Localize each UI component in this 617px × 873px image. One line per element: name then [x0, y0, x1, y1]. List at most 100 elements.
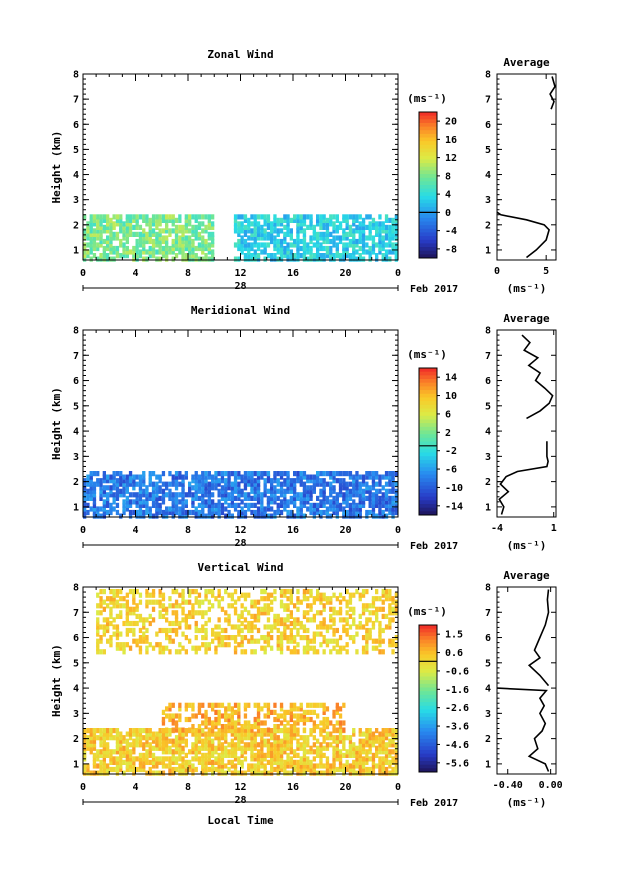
- vertical-cell: [125, 613, 129, 619]
- vertical-cell: [132, 631, 136, 637]
- meridional-cell: [168, 471, 172, 477]
- zonal-cell: [194, 256, 198, 262]
- zonal-average-ytick-label: 7: [485, 95, 491, 106]
- vertical-cell: [125, 631, 129, 637]
- meridional-cell: [142, 492, 146, 498]
- meridional-cell: [263, 478, 267, 484]
- meridional-cell: [197, 474, 202, 480]
- meridional-cell: [83, 485, 87, 491]
- vertical-cell: [128, 759, 133, 765]
- vertical-cell: [174, 727, 179, 733]
- vertical-cell: [96, 638, 100, 644]
- zonal-cell: [106, 245, 110, 252]
- zonal-cell: [174, 217, 179, 223]
- vertical-cell: [263, 713, 267, 719]
- zonal-cell: [322, 231, 326, 237]
- vertical-cell: [316, 752, 320, 758]
- meridional-cell: [260, 492, 264, 498]
- zonal-cell: [322, 253, 326, 259]
- vertical-cell: [165, 631, 169, 637]
- zonal-cell: [148, 245, 152, 252]
- zonal-cell: [266, 253, 271, 259]
- vertical-xtick-label: 20: [339, 782, 351, 793]
- meridional-colorbar-segment: [419, 419, 437, 424]
- vertical-cell: [158, 735, 162, 741]
- meridional-cell: [302, 502, 307, 508]
- vertical-cell: [250, 638, 254, 644]
- meridional-cell: [358, 481, 362, 487]
- meridional-cell: [142, 499, 146, 505]
- vertical-cell: [220, 635, 225, 641]
- zonal-cell: [270, 235, 274, 241]
- zonal-cell: [112, 224, 116, 230]
- zonal-cell: [361, 217, 366, 223]
- zonal-cell: [145, 217, 149, 223]
- zonal-cell: [358, 245, 362, 252]
- zonal-cell: [352, 217, 356, 223]
- meridional-cell: [89, 488, 93, 494]
- vertical-cell: [335, 627, 339, 634]
- meridional-cell: [266, 502, 271, 508]
- zonal-cell: [155, 231, 159, 237]
- vertical-cell: [309, 759, 313, 765]
- zonal-cell: [276, 242, 280, 248]
- vertical-cell: [96, 735, 100, 741]
- meridional-cell: [188, 492, 192, 498]
- vertical-cell: [174, 599, 179, 605]
- zonal-colorbar-segment: [419, 243, 437, 248]
- vertical-cell: [125, 738, 129, 744]
- meridional-cell: [151, 495, 156, 501]
- meridional-cell: [181, 513, 185, 519]
- meridional-cell: [194, 478, 198, 484]
- vertical-cell: [338, 756, 343, 762]
- vertical-colorbar-segment: [419, 672, 437, 677]
- vertical-cell: [102, 763, 106, 769]
- meridional-cell: [217, 488, 221, 494]
- meridional-cell: [263, 492, 267, 498]
- meridional-cell: [279, 471, 284, 477]
- vertical-cell: [250, 738, 254, 744]
- meridional-cell: [329, 471, 333, 477]
- vertical-cell: [227, 642, 231, 648]
- vertical-cell: [178, 770, 182, 776]
- vertical-cell: [211, 631, 215, 637]
- meridional-cell: [194, 492, 198, 498]
- zonal-cell: [342, 228, 346, 234]
- vertical-cell: [345, 617, 349, 623]
- vertical-cell: [279, 728, 284, 734]
- zonal-cell: [322, 224, 326, 230]
- zonal-cell: [204, 242, 208, 248]
- vertical-cell: [181, 599, 185, 605]
- meridional-cell: [96, 471, 100, 477]
- vertical-cell: [102, 599, 106, 605]
- zonal-ytick-label: 4: [73, 170, 79, 181]
- vertical-cell: [174, 749, 179, 755]
- vertical-cell: [283, 589, 287, 595]
- meridional-cell: [211, 485, 215, 491]
- zonal-cell: [237, 214, 241, 220]
- vertical-cell: [375, 749, 379, 755]
- zonal-cell: [273, 245, 277, 252]
- zonal-cell: [296, 221, 300, 227]
- meridional-cell: [237, 492, 241, 498]
- vertical-cell: [148, 592, 152, 598]
- vertical-cell: [306, 649, 310, 655]
- vertical-cell: [250, 766, 254, 773]
- zonal-cell: [115, 231, 120, 237]
- vertical-cell: [227, 635, 231, 641]
- vertical-cell: [233, 610, 238, 616]
- meridional-cell: [375, 513, 379, 519]
- meridional-cell: [365, 471, 369, 477]
- meridional-cell: [112, 492, 116, 498]
- vertical-cell: [168, 706, 172, 712]
- vertical-cell: [171, 702, 175, 708]
- zonal-cell: [174, 245, 179, 252]
- meridional-colorbar-unit: (ms⁻¹): [407, 348, 447, 361]
- zonal-cell: [286, 214, 290, 220]
- zonal-colorbar-tick-label: 12: [445, 153, 457, 164]
- vertical-cell: [132, 592, 136, 598]
- meridional-cell: [368, 495, 372, 501]
- vertical-cell: [214, 709, 218, 715]
- vertical-cell: [289, 724, 293, 730]
- vertical-cell: [355, 749, 359, 755]
